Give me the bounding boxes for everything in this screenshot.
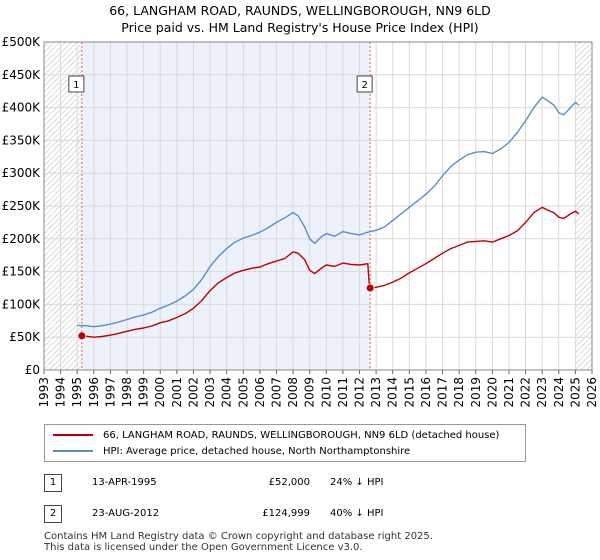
transaction-price: £52,000 bbox=[268, 477, 310, 488]
plot-frame bbox=[43, 41, 593, 371]
y-tick-label: £250K bbox=[2, 199, 42, 213]
transaction-date: 13-APR-1995 bbox=[92, 477, 157, 488]
x-tick-label: 2019 bbox=[469, 377, 483, 408]
transaction-date: 23-AUG-2012 bbox=[92, 508, 160, 519]
x-tick-label: 2018 bbox=[452, 377, 466, 408]
x-tick-label: 1994 bbox=[54, 377, 68, 408]
transaction-price: £124,999 bbox=[262, 508, 310, 519]
x-tick-label: 2022 bbox=[519, 377, 533, 408]
x-tick-label: 2012 bbox=[353, 377, 367, 408]
x-tick-label: 2002 bbox=[186, 377, 200, 408]
x-tick-label: 2010 bbox=[319, 377, 333, 408]
price-chart: £0 £50K £100K £150K £200K £250K £300K £350K £400… bbox=[2, 35, 599, 408]
chart-title: 66, LANGHAM ROAD, RAUNDS, WELLINGBOROUGH… bbox=[0, 2, 600, 36]
transaction-row: 1 13-APR-1995 £52,000 24% ↓ HPI bbox=[44, 474, 464, 494]
x-tick-label: 2005 bbox=[236, 377, 250, 408]
x-tick-label: 2001 bbox=[170, 377, 184, 408]
chart-title-line2: Price paid vs. HM Land Registry's House … bbox=[121, 20, 479, 35]
sale-label-box bbox=[68, 75, 85, 93]
y-tick-label: £100K bbox=[2, 297, 42, 311]
legend: 66, LANGHAM ROAD, RAUNDS, WELLINGBOROUGH… bbox=[44, 424, 526, 462]
sale-label-number: 2 bbox=[361, 80, 367, 91]
x-tick-label: 2008 bbox=[286, 377, 300, 408]
x-tick-label: 1993 bbox=[37, 377, 51, 408]
legend-swatch-price bbox=[53, 434, 93, 436]
x-tick-label: 2020 bbox=[485, 377, 499, 408]
x-tick-label: 2016 bbox=[419, 377, 433, 408]
y-tick-label: £0 bbox=[25, 363, 40, 377]
x-tick-label: 2000 bbox=[153, 377, 167, 408]
sale-label-box bbox=[356, 75, 373, 93]
x-tick-label: 2026 bbox=[585, 377, 599, 408]
footer: Contains HM Land Registry data © Crown c… bbox=[44, 531, 433, 553]
x-tick-label: 2015 bbox=[402, 377, 416, 408]
transaction-row: 2 23-AUG-2012 £124,999 40% ↓ HPI bbox=[44, 505, 464, 525]
sale-label-number: 1 bbox=[73, 80, 79, 91]
y-tick-label: £50K bbox=[9, 330, 41, 344]
x-tick-label: 2009 bbox=[303, 377, 317, 408]
price-series-line bbox=[81, 206, 580, 338]
y-tick-label: £200K bbox=[2, 232, 42, 246]
sale-point bbox=[365, 283, 375, 293]
transaction-hpi: 40% ↓ HPI bbox=[330, 508, 384, 519]
x-tick-label: 2007 bbox=[269, 377, 283, 408]
x-tick-label: 2013 bbox=[369, 377, 383, 408]
legend-item-price: 66, LANGHAM ROAD, RAUNDS, WELLINGBOROUGH… bbox=[53, 427, 499, 443]
y-tick-label: £400K bbox=[2, 101, 42, 115]
footer-copyright: Contains HM Land Registry data © Crown c… bbox=[44, 531, 433, 542]
x-tick-label: 2003 bbox=[203, 377, 217, 408]
transaction-number: 1 bbox=[44, 474, 62, 492]
x-tick-label: 2021 bbox=[502, 377, 516, 408]
x-tick-label: 2004 bbox=[220, 377, 234, 408]
x-tick-label: 1996 bbox=[87, 377, 101, 408]
transaction-number: 2 bbox=[44, 505, 62, 523]
chart-title-line1: 66, LANGHAM ROAD, RAUNDS, WELLINGBOROUGH… bbox=[109, 3, 491, 18]
x-tick-label: 1999 bbox=[137, 377, 151, 408]
legend-label-price: 66, LANGHAM ROAD, RAUNDS, WELLINGBOROUGH… bbox=[103, 429, 500, 441]
x-tick-label: 2011 bbox=[336, 377, 350, 408]
hpi-series-line bbox=[77, 96, 580, 328]
legend-item-hpi: HPI: Average price, detached house, Nort… bbox=[53, 443, 410, 459]
x-tick-label: 1997 bbox=[103, 377, 117, 408]
x-tick-label: 1995 bbox=[70, 377, 84, 408]
x-tick-label: 2025 bbox=[568, 377, 582, 408]
x-tick-label: 2006 bbox=[253, 377, 267, 408]
x-tick-label: 2017 bbox=[436, 377, 450, 408]
sale-point bbox=[77, 331, 87, 341]
footer-licence: This data is licensed under the Open Gov… bbox=[44, 542, 363, 553]
legend-label-hpi: HPI: Average price, detached house, Nort… bbox=[103, 445, 411, 457]
y-tick-label: £500K bbox=[2, 35, 42, 49]
x-tick-label: 2023 bbox=[535, 377, 549, 408]
x-tick-label: 2014 bbox=[386, 377, 400, 408]
y-tick-label: £350K bbox=[2, 133, 42, 147]
x-tick-label: 1998 bbox=[120, 377, 134, 408]
y-tick-label: £450K bbox=[2, 68, 42, 82]
transaction-hpi: 24% ↓ HPI bbox=[330, 477, 384, 488]
y-tick-label: £300K bbox=[2, 166, 42, 180]
legend-swatch-hpi bbox=[53, 450, 93, 452]
x-tick-label: 2024 bbox=[552, 377, 566, 408]
y-tick-label: £150K bbox=[2, 265, 42, 279]
